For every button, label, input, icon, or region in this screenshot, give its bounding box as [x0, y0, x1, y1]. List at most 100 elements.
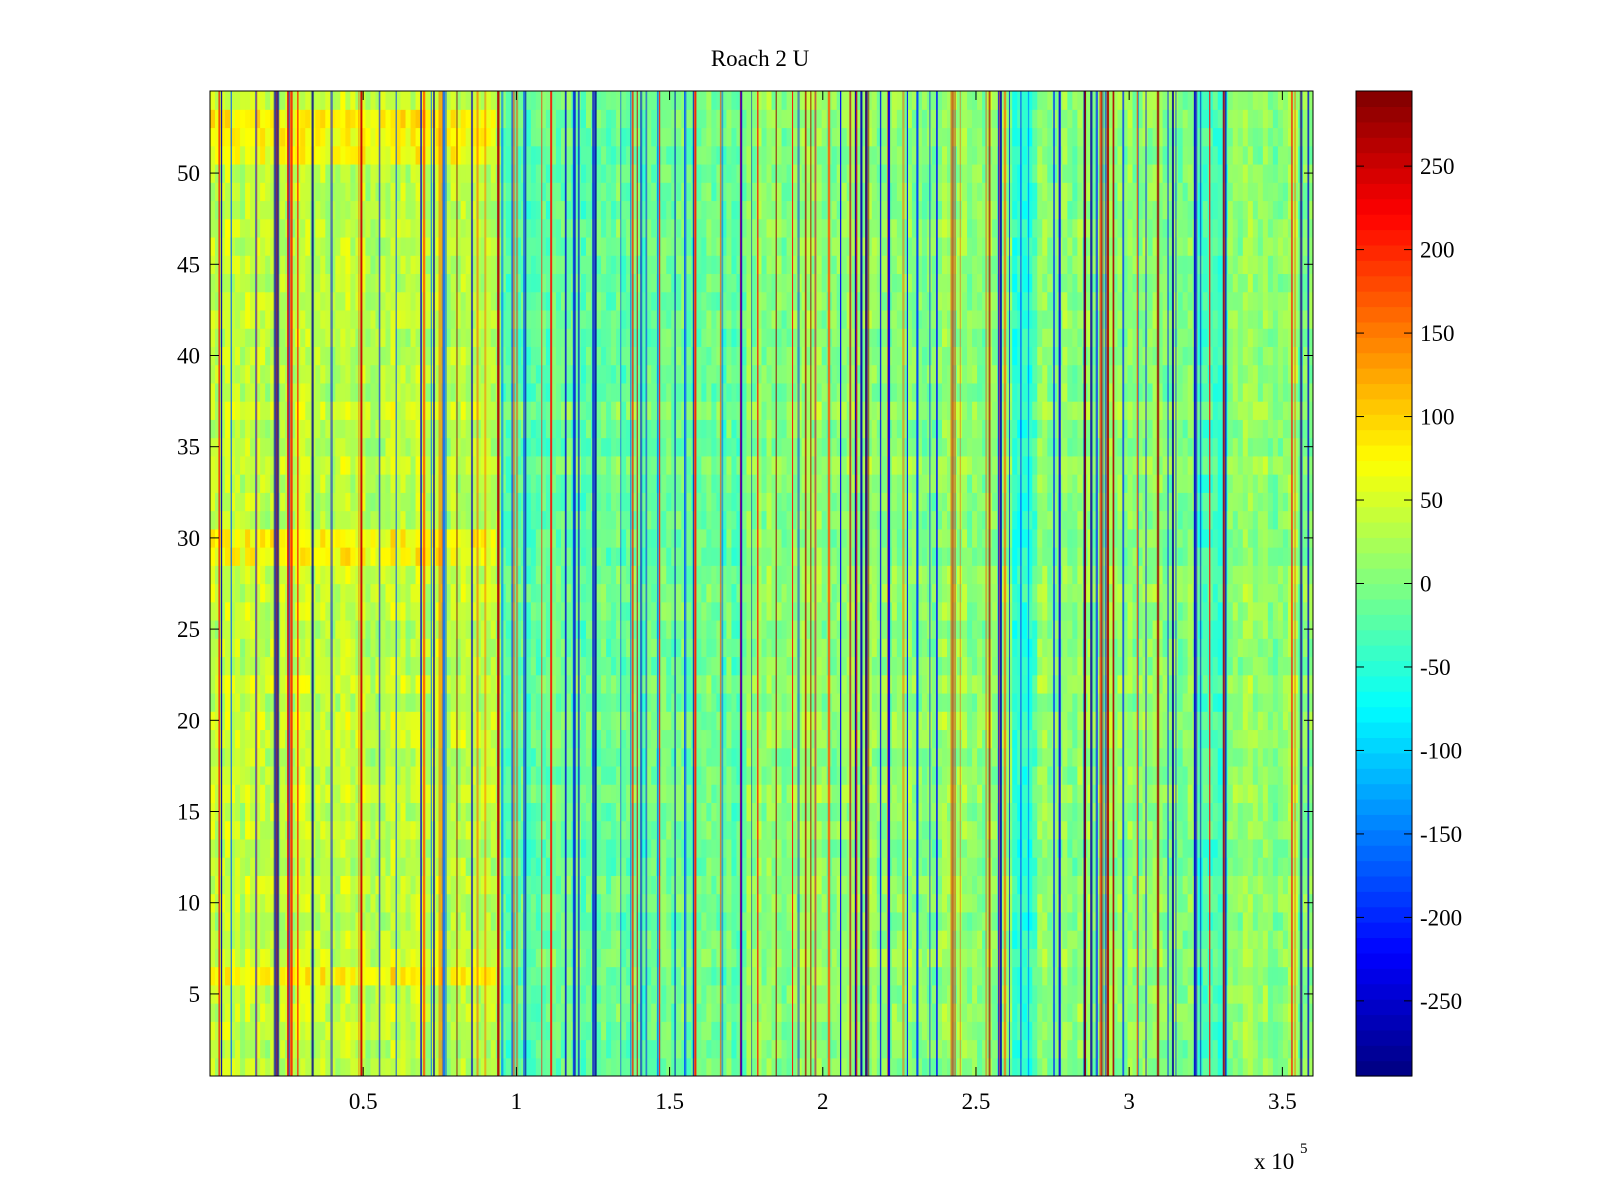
heatmap-cell	[836, 1021, 843, 1041]
heatmap-cell	[1287, 966, 1294, 986]
heatmap-cell	[345, 857, 351, 876]
heatmap-cell	[631, 674, 637, 694]
heatmap-cell	[756, 656, 763, 676]
heatmap-cell	[741, 674, 748, 694]
heatmap-cell	[806, 765, 813, 785]
heatmap-cell	[1167, 930, 1174, 949]
heatmap-cell	[455, 948, 462, 968]
heatmap-cell	[1232, 1021, 1239, 1041]
heatmap-cell	[851, 692, 858, 712]
heatmap-cell	[581, 1039, 587, 1059]
heatmap-cell	[1127, 802, 1134, 822]
heatmap-cell	[606, 893, 612, 913]
heatmap-cell	[425, 765, 432, 785]
heatmap-cell	[836, 893, 843, 913]
heatmap-cell	[1017, 966, 1023, 986]
heatmap-cell	[225, 1021, 231, 1041]
heatmap-cell	[1067, 784, 1073, 803]
heatmap-cell	[992, 674, 998, 694]
heatmap-cell	[721, 674, 727, 694]
heatmap-cell	[1022, 820, 1028, 840]
heatmap-cell	[1277, 802, 1284, 822]
heatmap-cell	[751, 1039, 758, 1059]
heatmap-cell	[716, 692, 722, 712]
heatmap-cell	[891, 692, 898, 712]
heatmap-cell	[1137, 1039, 1144, 1059]
heatmap-cell	[1047, 966, 1053, 986]
heatmap-cell	[1227, 729, 1234, 749]
heatmap-cell	[480, 784, 487, 803]
heatmap-cell	[636, 765, 642, 785]
heatmap-cell	[300, 784, 306, 803]
heatmap-cell	[1077, 875, 1083, 895]
heatmap-cell	[340, 802, 346, 822]
heatmap-cell	[901, 692, 908, 712]
heatmap-cell	[415, 765, 422, 785]
heatmap-cell	[801, 656, 808, 676]
heatmap-cell	[1272, 857, 1279, 876]
heatmap-cell	[992, 784, 998, 803]
heatmap-cell	[581, 802, 587, 822]
heatmap-cell	[941, 711, 948, 731]
heatmap-cell	[1112, 747, 1119, 767]
heatmap-cell	[711, 802, 717, 822]
heatmap-cell	[1247, 984, 1254, 1004]
heatmap-cell	[455, 893, 462, 913]
heatmap-cell	[405, 692, 412, 712]
heatmap-cell	[1077, 674, 1083, 694]
heatmap-cell	[1017, 729, 1023, 749]
heatmap-cell	[405, 802, 412, 822]
heatmap-cell	[766, 930, 773, 949]
heatmap-cell	[290, 948, 296, 968]
heatmap-cell	[706, 857, 712, 876]
heatmap-cell	[651, 784, 657, 803]
heatmap-cell	[1307, 930, 1313, 949]
heatmap-cell	[465, 857, 472, 876]
heatmap-cell	[1022, 948, 1028, 968]
heatmap-cell	[816, 911, 823, 931]
heatmap-cell	[601, 765, 607, 785]
heatmap-cell	[696, 765, 702, 785]
heatmap-cell	[215, 966, 221, 986]
heatmap-cell	[300, 948, 306, 968]
heatmap-cell	[711, 857, 717, 876]
heatmap-cell	[786, 747, 793, 767]
heatmap-cell	[947, 656, 953, 676]
heatmap-cell	[947, 875, 953, 895]
heatmap-cell	[666, 966, 672, 986]
heatmap-cell	[1047, 984, 1053, 1004]
heatmap-cell	[1262, 984, 1269, 1004]
heatmap-cell	[1032, 747, 1038, 767]
heatmap-cell	[621, 911, 627, 931]
heatmap-cell	[1257, 692, 1264, 712]
heatmap-cell	[1152, 692, 1159, 712]
heatmap-cell	[350, 820, 356, 840]
heatmap-cell	[1187, 784, 1194, 803]
heatmap-cell	[1032, 1039, 1038, 1059]
heatmap-cell	[866, 820, 873, 840]
heatmap-cell	[666, 857, 672, 876]
heatmap-cell	[230, 802, 236, 822]
heatmap-cell	[771, 729, 778, 749]
heatmap-cell	[220, 911, 226, 931]
heatmap-cell	[906, 857, 913, 876]
heatmap-cell	[601, 729, 607, 749]
heatmap-cell	[947, 1057, 953, 1076]
heatmap-cell	[375, 893, 382, 913]
heatmap-cell	[260, 875, 266, 895]
heatmap-cell	[320, 984, 326, 1004]
heatmap-cell	[836, 911, 843, 931]
heatmap-cell	[1287, 875, 1294, 895]
heatmap-cell	[1202, 857, 1209, 876]
heatmap-cell	[535, 911, 542, 931]
heatmap-cell	[726, 784, 733, 803]
heatmap-cell	[1027, 1003, 1033, 1022]
heatmap-cell	[470, 875, 477, 895]
heatmap-cell	[967, 948, 973, 968]
heatmap-cell	[977, 930, 983, 949]
heatmap-cell	[731, 948, 738, 968]
heatmap-cell	[992, 711, 998, 731]
heatmap-cell	[736, 875, 743, 895]
heatmap-cell	[335, 1003, 341, 1022]
heatmap-cell	[1187, 930, 1194, 949]
